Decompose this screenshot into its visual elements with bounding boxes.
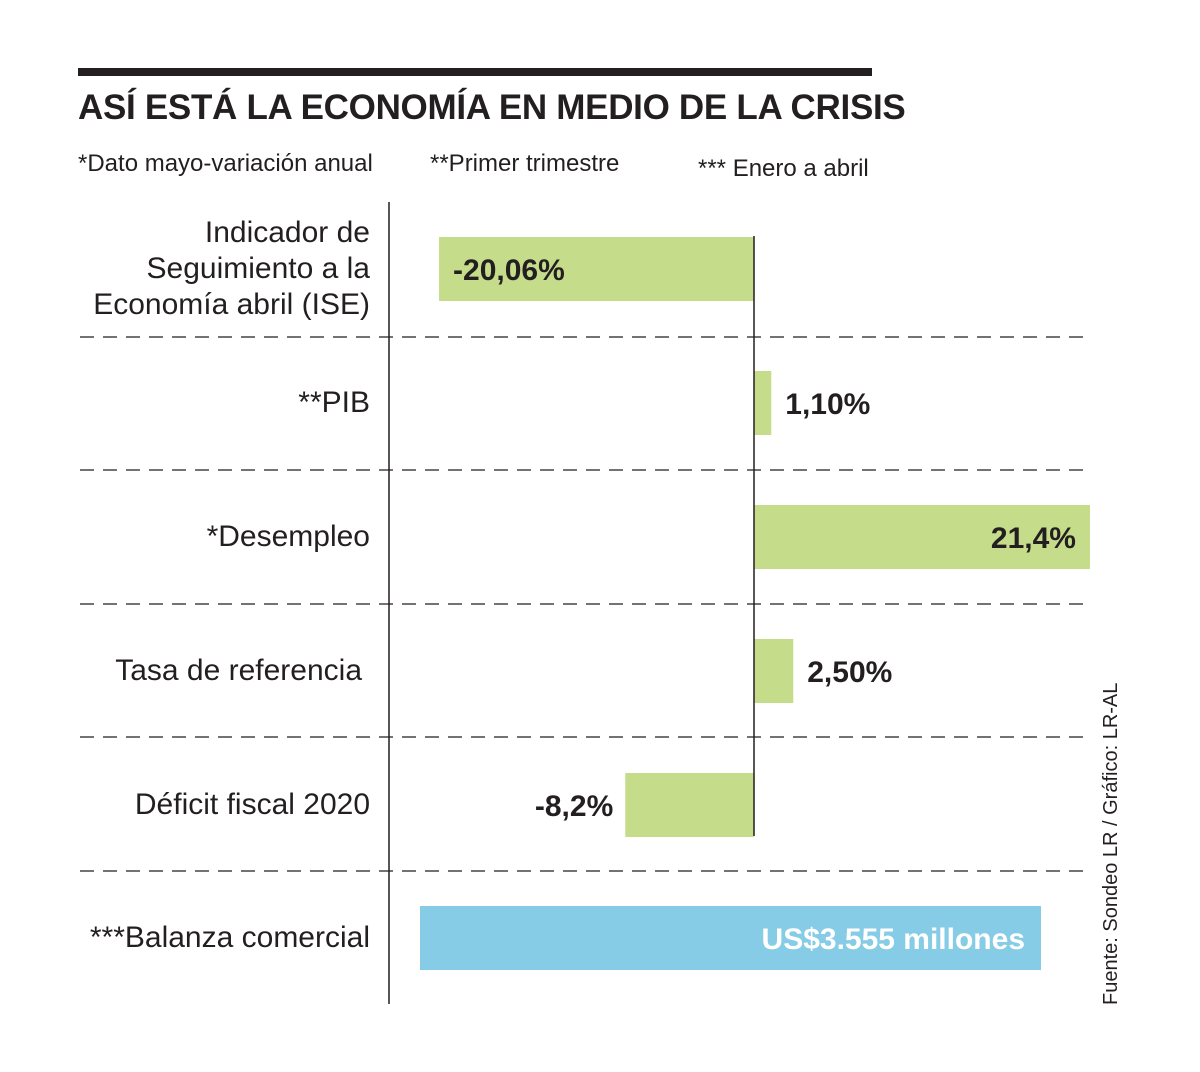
bar-4 <box>754 639 794 703</box>
category-label-2: **PIB <box>298 386 370 419</box>
category-label-5: Déficit fiscal 2020 <box>134 788 370 821</box>
value-label-trade-balance: US$3.555 millones <box>762 923 1025 956</box>
value-label-2: 1,10% <box>785 388 870 421</box>
category-label-1: Indicador de Seguimiento a la Economía abr… <box>93 216 370 321</box>
source-credit: Fuente: Sondeo LR / Gráfico: LR-AL <box>1100 682 1122 1005</box>
note-may-annual: *Dato mayo-variación anual <box>78 150 373 177</box>
note-first-quarter: **Primer trimestre <box>430 150 620 177</box>
category-label-4: Tasa de referencia <box>115 654 362 687</box>
value-label-3: 21,4% <box>991 522 1076 555</box>
bar-3 <box>754 505 1090 569</box>
value-label-5: -8,2% <box>535 790 613 823</box>
chart-title: ASÍ ESTÁ LA ECONOMÍA EN MEDIO DE LA CRIS… <box>78 88 906 127</box>
bar-trade-balance <box>420 906 1041 970</box>
value-label-1: -20,06% <box>453 254 565 287</box>
bar-5 <box>625 773 754 837</box>
category-label-trade-balance: ***Balanza comercial <box>89 921 370 954</box>
value-label-4: 2,50% <box>807 656 892 689</box>
bar-1 <box>439 237 754 301</box>
category-label-3: *Desempleo <box>206 520 370 553</box>
note-jan-apr: *** Enero a abril <box>698 155 869 182</box>
bar-2 <box>754 371 772 435</box>
top-rule <box>78 68 872 76</box>
